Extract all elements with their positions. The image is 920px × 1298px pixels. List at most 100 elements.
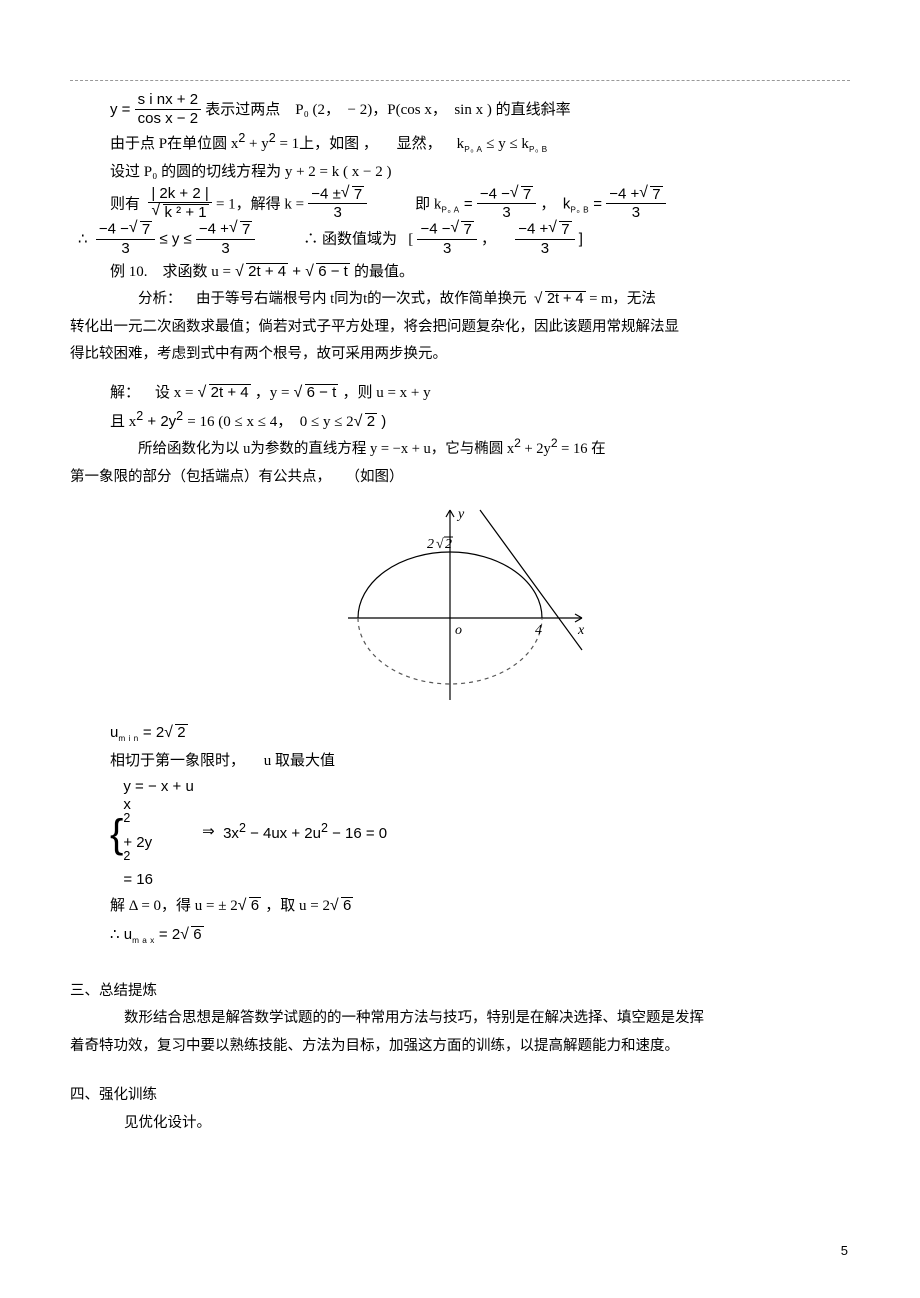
svg-text:2: 2 (427, 537, 434, 552)
solution-line-4: 第一象限的部分（包括端点）有公共点， （如图） (70, 464, 850, 492)
text: = (464, 195, 473, 212)
text: = 16 在 (561, 441, 605, 457)
math-line-1: y = s i nx + 2 cos x − 2 表示过两点 P₀ (2， − … (70, 93, 850, 128)
subscript: m a x (132, 936, 155, 945)
text: + 2y (525, 441, 551, 457)
text: + (292, 263, 301, 280)
radical: 6 (180, 921, 203, 950)
subscript: m i n (118, 734, 138, 743)
sys-row-1: y = − x + u (123, 778, 193, 797)
text: ) (377, 413, 386, 430)
text: ，取 u = 2 (265, 898, 330, 914)
text: = (593, 195, 602, 212)
text: 3x (223, 825, 239, 842)
solution-line-2: 且 x2 + 2y2 = 16 (0 ≤ x ≤ 4， 0 ≤ y ≤ 22 ) (70, 408, 850, 437)
analysis-line-1: 分析： 由于等号右端根号内 t同为t的一次式，故作简单换元 2t + 4 = m… (70, 286, 850, 314)
text: 所给函数化为以 u为参数的直线方程 y = −x + u，它与椭圆 x (138, 441, 514, 457)
fraction: | 2k + 2 | k ² + 1 (148, 186, 211, 222)
fraction: −4 −7 3 (96, 221, 155, 257)
svg-text:2: 2 (445, 537, 452, 552)
text: 解 Δ = 0，得 u = ± 2 (110, 898, 238, 914)
math-expr-left: ∴ −4 −7 3 ≤ y ≤ −4 +7 3 (78, 222, 255, 258)
numerator: −4 +7 (606, 186, 665, 205)
fraction: −4 −7 3 (477, 186, 536, 222)
fraction: −4 +7 3 (196, 221, 255, 257)
text: ， k (540, 195, 570, 212)
text: = m，无法 (589, 291, 656, 307)
text: ∴ u (110, 926, 132, 943)
example-10-title: 例 10. 求函数 u = 2t + 4 + 6 − t 的最值。 (70, 258, 850, 287)
text: = 2 (159, 926, 180, 943)
umax-line: ∴ um a x = 26 (70, 921, 850, 950)
numerator: | 2k + 2 | (148, 186, 211, 204)
svg-text:o: o (455, 623, 462, 638)
text: 则有 (110, 196, 140, 212)
text: ≤ y ≤ k (486, 136, 529, 152)
analysis-line-3: 得比较困难，考虑到式中有两个根号，故可采用两步换元。 (70, 341, 850, 369)
text: 由于点 P在单位圆 x (110, 136, 238, 152)
text: 表示过两点 P₀ (2， − 2)，P(cos x， sin x ) 的直线斜率 (205, 102, 570, 118)
denominator: 3 (417, 240, 476, 257)
denominator: 3 (196, 240, 255, 257)
radical: 2t + 4 (534, 286, 586, 314)
text: = 1上，如图 ， 显然， k (279, 136, 464, 152)
text: ，则 u = x + y (342, 385, 430, 401)
denominator: 3 (515, 240, 574, 257)
denominator: 3 (308, 204, 367, 221)
page-number: 5 (841, 1243, 848, 1258)
radical: 2 (164, 719, 187, 748)
arrow-symbol: ⇒ (202, 823, 215, 840)
section-3-title: 三、总结提炼 (70, 978, 850, 1006)
radical: 6 − t (305, 258, 350, 287)
text: ，y = (255, 385, 290, 401)
text: 设过 P₀ 的圆的切线方程为 y + 2 = k ( x − 2 ) (110, 164, 391, 180)
fraction: −4 +7 3 (515, 221, 574, 257)
svg-text:x: x (577, 623, 585, 638)
math-expr-left: 则有 | 2k + 2 | k ² + 1 = 1，解得 k = −4 ±7 3 (110, 187, 367, 223)
analysis-line-2: 转化出一元二次函数求最值；倘若对式子平方处理，将会把问题复杂化，因此该题用常规解… (70, 314, 850, 342)
text: ， (481, 231, 511, 248)
text: = 1，解得 k = (216, 196, 304, 212)
svg-text:√: √ (436, 537, 444, 552)
fraction: −4 −7 3 (417, 221, 476, 257)
fraction: s i nx + 2 cos x − 2 (135, 92, 201, 127)
denominator: cos x − 2 (135, 110, 201, 127)
numerator: −4 −7 (477, 186, 536, 205)
text: + y (249, 136, 269, 152)
tangent-line: 相切于第一象限时， u 取最大值 (70, 747, 850, 776)
umin-line: um i n = 22 (70, 719, 850, 748)
text: ] (579, 231, 583, 248)
numerator: −4 +7 (515, 221, 574, 240)
denominator: k ² + 1 (148, 203, 211, 221)
text: 解： 设 x = (110, 385, 193, 401)
radical: 6 (238, 892, 261, 921)
ellipse-figure: yxo42√2 (70, 500, 850, 715)
ellipse-svg: yxo42√2 (330, 500, 590, 710)
math-line-4: 则有 | 2k + 2 | k ² + 1 = 1，解得 k = −4 ±7 3… (70, 187, 850, 223)
sys-row-2: x2 + 2y2 = 16 (123, 796, 193, 890)
radical: 2 (354, 408, 377, 437)
text: y = (110, 101, 130, 118)
system-line: { y = − x + u x2 + 2y2 = 16 ⇒ 3x2 − 4ux … (70, 778, 850, 891)
text: = 2 (143, 724, 164, 741)
subscript: P₀ A (441, 205, 459, 214)
document-page: y = s i nx + 2 cos x − 2 表示过两点 P₀ (2， − … (0, 0, 920, 1298)
radical: 6 (330, 892, 353, 921)
radical: 2t + 4 (235, 258, 288, 287)
numerator: s i nx + 2 (135, 92, 201, 110)
numerator: −4 −7 (96, 221, 155, 240)
text: 且 x (110, 414, 136, 430)
radical: 2t + 4 (198, 379, 251, 408)
text: + 2y (147, 413, 176, 430)
top-rule (70, 80, 850, 81)
therefore-symbol: ∴ (78, 231, 88, 248)
text: 即 k (415, 196, 441, 212)
fraction: −4 +7 3 (606, 186, 665, 222)
denominator: 3 (606, 204, 665, 221)
svg-text:y: y (456, 507, 465, 522)
text: 分析： 由于等号右端根号内 t同为t的一次式，故作简单换元 (138, 291, 527, 307)
denominator: 3 (96, 240, 155, 257)
math-line-3: 设过 P₀ 的圆的切线方程为 y + 2 = k ( x − 2 ) (70, 158, 850, 187)
text: − 4ux + 2u (250, 825, 321, 842)
text: = 16 (0 ≤ x ≤ 4， 0 ≤ y ≤ 2 (187, 414, 353, 430)
